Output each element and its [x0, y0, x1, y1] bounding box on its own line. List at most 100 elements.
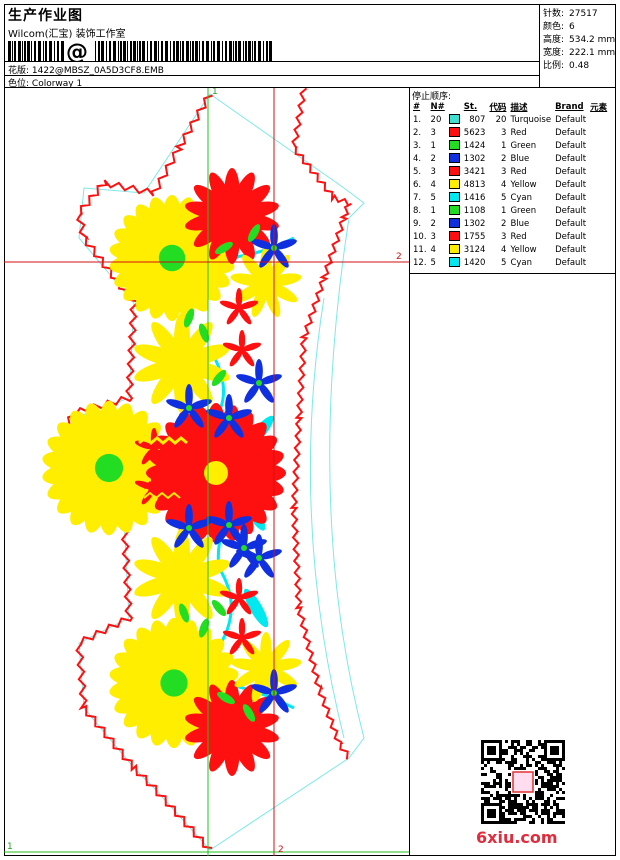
divider: [4, 61, 540, 62]
row-swatch: [447, 126, 462, 139]
row-number: 1: [430, 205, 436, 216]
row-number: 2: [430, 218, 436, 229]
row-index: 10.: [413, 231, 427, 242]
row-element: [588, 230, 609, 243]
row-index: 4.: [413, 153, 422, 164]
yellow-flower: [230, 632, 302, 702]
col-stitches: St.: [463, 102, 478, 112]
row-stitches: 1302: [463, 218, 486, 229]
row-stitches: 807: [469, 114, 486, 125]
blue-flower: [166, 384, 212, 428]
color-swatch: [448, 257, 460, 268]
row-swatch: [447, 191, 462, 204]
table-row: 12. 5 1420 5 Cyan Default: [411, 256, 609, 269]
row-number: 3: [430, 166, 436, 177]
row-desc: Red: [510, 127, 527, 138]
green-leaf: [198, 323, 210, 343]
row-swatch: [447, 178, 462, 191]
page-title: 生产作业图: [8, 8, 83, 24]
color-swatch: [448, 244, 460, 255]
green-leaf: [242, 704, 256, 722]
guide-label: 1: [7, 842, 13, 852]
zigzag-accent: [143, 481, 181, 490]
table-row: 4. 2 1302 2 Blue Default: [411, 152, 609, 165]
color-swatch: [448, 205, 460, 216]
row-number: 4: [430, 179, 436, 190]
blue-flower: [251, 669, 297, 713]
row-desc: Red: [510, 231, 527, 242]
row-code: 3: [501, 231, 507, 242]
color-swatch: [448, 218, 460, 229]
row-number: 3: [430, 127, 436, 138]
row-code: 3: [501, 127, 507, 138]
guide-label: 1: [212, 88, 218, 97]
row-element: [588, 152, 609, 165]
company-name: Wilcom(汇宝) 装饰工作室: [8, 29, 126, 40]
col-number: N#: [430, 102, 445, 112]
small-red-flower: [222, 618, 262, 655]
yellow-daisy: [109, 195, 235, 321]
row-element: [588, 243, 609, 256]
table-row: 1. 20 807 20 Turquoise Default: [411, 113, 609, 126]
embroidery-design: [4, 88, 409, 856]
row-swatch: [447, 165, 462, 178]
row-element: [588, 204, 609, 217]
zigzag-accent: [143, 491, 181, 500]
row-swatch: [447, 256, 462, 269]
row-desc: Blue: [510, 153, 530, 164]
row-index: 5.: [413, 166, 422, 177]
row-element: [588, 126, 609, 139]
row-element: [588, 113, 609, 126]
blue-flower: [206, 501, 252, 545]
row-number: 5: [430, 257, 436, 268]
row-desc: Cyan: [510, 257, 532, 268]
col-desc: 描述: [510, 103, 528, 113]
row-swatch: [447, 217, 462, 230]
row-stitches: 3421: [463, 166, 486, 177]
zigzag-accent: [138, 436, 188, 445]
row-index: 3.: [413, 140, 422, 151]
color-swatch: [448, 231, 460, 242]
row-swatch: [447, 139, 462, 152]
outline-shape: [209, 93, 365, 851]
table-row: 9. 2 1302 2 Blue Default: [411, 217, 609, 230]
row-element: [588, 178, 609, 191]
green-leaf: [198, 618, 210, 638]
row-code: 4: [501, 179, 507, 190]
design-file-row: 花版: 1422@MBSZ_0A5D3CF8.EMB: [8, 63, 164, 76]
row-number: 20: [430, 114, 442, 125]
row-desc: Yellow: [510, 179, 537, 190]
row-brand: Default: [555, 244, 587, 255]
row-swatch: [447, 152, 462, 165]
col-code: 代码: [489, 103, 507, 113]
row-brand: Default: [555, 127, 587, 138]
flower-center: [204, 461, 228, 485]
qr-code-icon: [481, 740, 565, 824]
row-desc: Cyan: [510, 192, 532, 203]
row-stitches: 1108: [463, 205, 486, 216]
color-swatch: [448, 127, 460, 138]
row-brand: Default: [555, 179, 587, 190]
stat-scale: 比例: 0.48: [543, 61, 590, 71]
row-stitches: 1302: [463, 153, 486, 164]
col-swatch: [447, 101, 462, 113]
row-desc: Yellow: [510, 244, 537, 255]
table-row: 6. 4 4813 4 Yellow Default: [411, 178, 609, 191]
green-leaf: [211, 369, 227, 387]
colorway-row: 色位: Colorway 1: [8, 76, 82, 89]
cyan-leaf: [243, 588, 269, 628]
yellow-flower: [134, 528, 230, 628]
stop-sequence-panel: 停止顺序: # N# St. 代码 描述 Brand 元素 1. 20 807 20 T…: [410, 88, 616, 274]
row-index: 6.: [413, 179, 422, 190]
row-brand: Default: [555, 153, 587, 164]
color-swatch: [448, 179, 460, 190]
row-number: 3: [430, 231, 436, 242]
row-index: 2.: [413, 127, 422, 138]
row-code: 5: [501, 257, 507, 268]
outline-inner: [309, 297, 345, 739]
row-code: 20: [495, 114, 507, 125]
row-index: 11.: [413, 244, 427, 255]
row-index: 12.: [413, 257, 427, 268]
row-stitches: 4813: [463, 179, 486, 190]
row-desc: Green: [510, 140, 537, 151]
